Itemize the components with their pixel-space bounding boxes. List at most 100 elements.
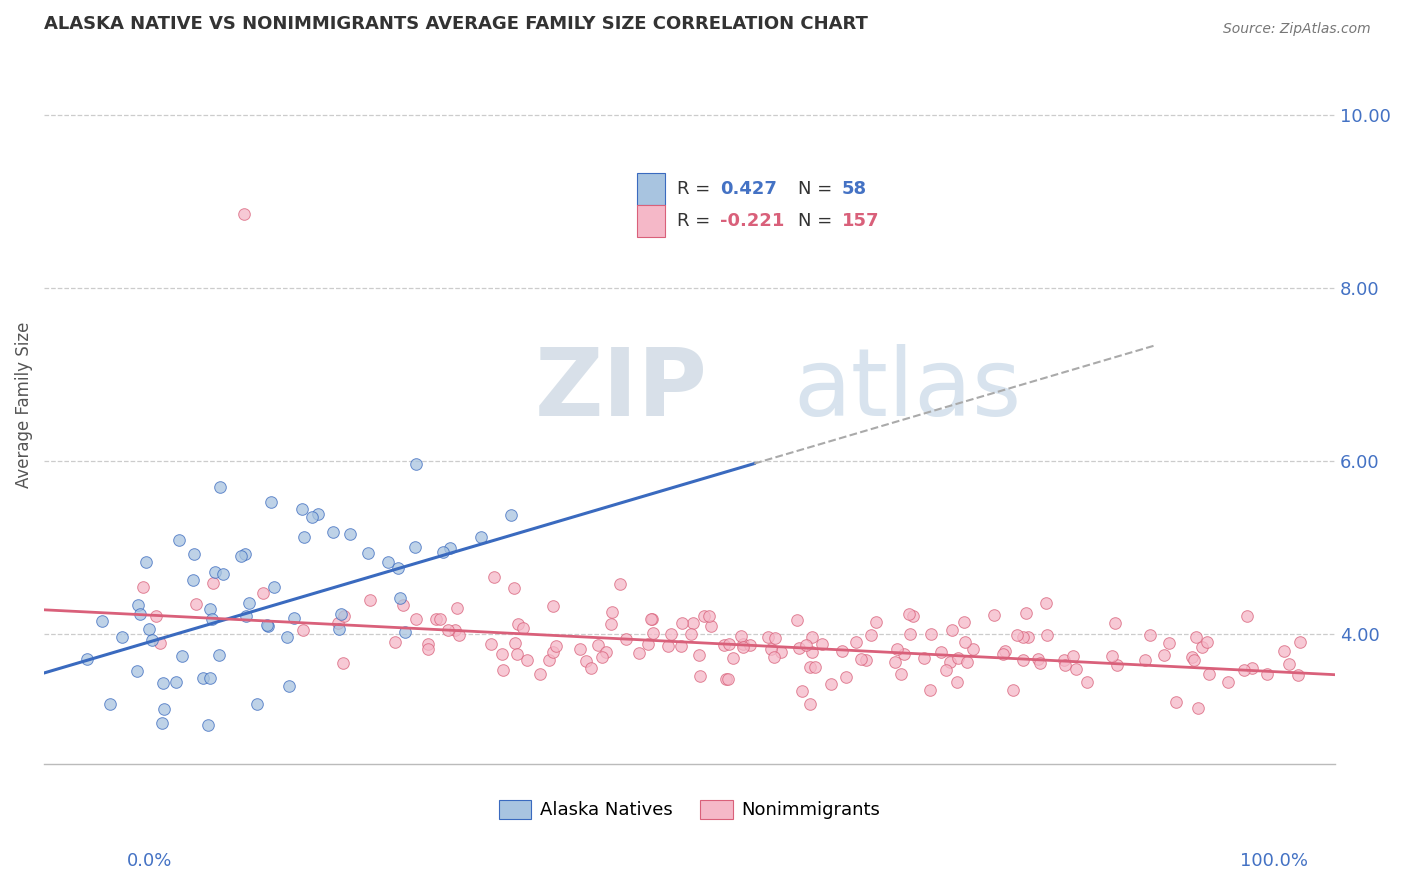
Point bbox=[388, 591, 411, 606]
Point bbox=[425, 612, 447, 626]
Point bbox=[377, 555, 399, 569]
Point bbox=[502, 581, 524, 595]
Point bbox=[855, 653, 877, 667]
Point bbox=[640, 612, 662, 626]
Point bbox=[659, 626, 682, 640]
Point bbox=[897, 607, 920, 621]
Point bbox=[1278, 657, 1301, 671]
Point bbox=[831, 644, 853, 658]
Point bbox=[697, 609, 720, 624]
Point bbox=[693, 609, 716, 624]
Point bbox=[357, 546, 380, 560]
Point bbox=[204, 565, 226, 579]
Point bbox=[263, 580, 285, 594]
Point bbox=[127, 599, 149, 613]
Text: 0.0%: 0.0% bbox=[127, 852, 172, 870]
Point bbox=[799, 660, 821, 674]
Point bbox=[404, 540, 426, 554]
Point bbox=[134, 555, 156, 569]
Point bbox=[359, 592, 381, 607]
Point bbox=[689, 669, 711, 683]
Point bbox=[252, 586, 274, 600]
Point bbox=[481, 636, 503, 650]
Text: 100.0%: 100.0% bbox=[1240, 852, 1308, 870]
Point bbox=[292, 530, 315, 544]
Point bbox=[759, 642, 782, 657]
Point bbox=[384, 634, 406, 648]
Point bbox=[233, 207, 256, 221]
Point bbox=[946, 675, 969, 690]
Point bbox=[229, 549, 252, 563]
Point bbox=[339, 526, 361, 541]
Point bbox=[1101, 649, 1123, 664]
Point bbox=[718, 637, 741, 651]
Text: ZIP: ZIP bbox=[534, 344, 707, 436]
Point bbox=[141, 632, 163, 647]
Point bbox=[1053, 652, 1076, 666]
Point bbox=[731, 640, 754, 654]
Point bbox=[1053, 658, 1076, 673]
Point bbox=[506, 616, 529, 631]
Point bbox=[169, 533, 191, 547]
Point bbox=[1236, 609, 1258, 624]
Point bbox=[1216, 674, 1239, 689]
Point bbox=[235, 608, 257, 623]
Point bbox=[330, 607, 353, 622]
Point bbox=[1029, 656, 1052, 670]
Y-axis label: Average Family Size: Average Family Size bbox=[15, 321, 32, 488]
Text: 157: 157 bbox=[842, 212, 879, 230]
Point bbox=[1035, 627, 1057, 641]
Point bbox=[238, 596, 260, 610]
Point bbox=[794, 639, 817, 653]
Point bbox=[901, 609, 924, 624]
Point bbox=[245, 697, 267, 711]
Text: Source: ZipAtlas.com: Source: ZipAtlas.com bbox=[1223, 22, 1371, 37]
Point bbox=[920, 627, 942, 641]
Point bbox=[170, 648, 193, 663]
Point bbox=[1035, 596, 1057, 610]
Point bbox=[165, 675, 187, 690]
Point bbox=[503, 636, 526, 650]
Point bbox=[326, 615, 349, 630]
Point bbox=[132, 581, 155, 595]
Point bbox=[491, 648, 513, 662]
Text: R =: R = bbox=[678, 180, 716, 198]
Point bbox=[1153, 648, 1175, 663]
Point bbox=[810, 637, 832, 651]
Point bbox=[849, 652, 872, 666]
Point bbox=[541, 599, 564, 613]
Point bbox=[714, 672, 737, 686]
Point bbox=[579, 660, 602, 674]
Point bbox=[1135, 652, 1157, 666]
Point bbox=[200, 602, 222, 616]
Point bbox=[769, 645, 792, 659]
Point bbox=[640, 612, 662, 626]
Point bbox=[308, 508, 330, 522]
FancyBboxPatch shape bbox=[637, 172, 665, 205]
Point bbox=[111, 630, 134, 644]
Point bbox=[1015, 606, 1038, 620]
Point bbox=[198, 671, 221, 685]
Point bbox=[501, 508, 523, 523]
Point bbox=[616, 632, 638, 646]
Point bbox=[446, 600, 468, 615]
Point bbox=[600, 605, 623, 619]
Point bbox=[443, 623, 465, 637]
Point bbox=[1272, 644, 1295, 658]
Point bbox=[129, 607, 152, 621]
Point bbox=[429, 612, 451, 626]
Point bbox=[657, 640, 679, 654]
Point bbox=[492, 663, 515, 677]
Point bbox=[201, 576, 224, 591]
Point bbox=[538, 653, 561, 667]
Text: atlas: atlas bbox=[793, 344, 1021, 436]
Text: N =: N = bbox=[799, 180, 838, 198]
Point bbox=[1012, 652, 1035, 666]
Point bbox=[762, 649, 785, 664]
Point bbox=[591, 649, 613, 664]
Text: R =: R = bbox=[678, 212, 716, 230]
Point bbox=[183, 547, 205, 561]
Text: 58: 58 bbox=[842, 180, 866, 198]
Point bbox=[283, 611, 305, 625]
Point bbox=[994, 644, 1017, 658]
